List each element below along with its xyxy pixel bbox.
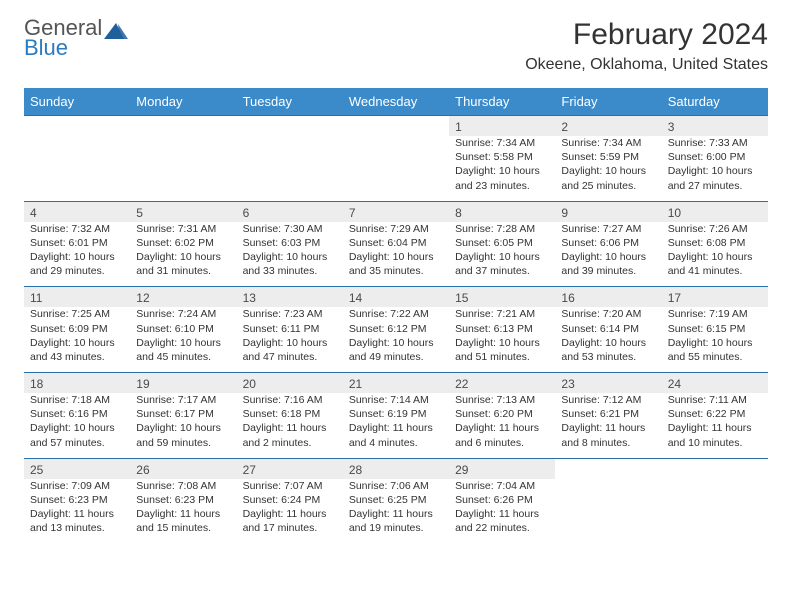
day-detail-cell <box>662 479 768 544</box>
day-number-cell: 9 <box>555 202 661 222</box>
day-detail-cell: Sunrise: 7:17 AMSunset: 6:17 PMDaylight:… <box>130 393 236 458</box>
day-number-row: 18192021222324 <box>24 373 768 393</box>
day-detail-cell: Sunrise: 7:20 AMSunset: 6:14 PMDaylight:… <box>555 307 661 372</box>
day-detail-cell <box>555 479 661 544</box>
day-detail-cell: Sunrise: 7:06 AMSunset: 6:25 PMDaylight:… <box>343 479 449 544</box>
day-detail-row: Sunrise: 7:32 AMSunset: 6:01 PMDaylight:… <box>24 222 768 287</box>
day-number-row: 2526272829 <box>24 459 768 479</box>
header: General Blue February 2024 Okeene, Oklah… <box>24 18 768 74</box>
day-number-cell: 8 <box>449 202 555 222</box>
day-number-cell: 16 <box>555 287 661 307</box>
day-detail-row: Sunrise: 7:25 AMSunset: 6:09 PMDaylight:… <box>24 307 768 372</box>
day-detail-row: Sunrise: 7:18 AMSunset: 6:16 PMDaylight:… <box>24 393 768 458</box>
day-detail-row: Sunrise: 7:34 AMSunset: 5:58 PMDaylight:… <box>24 136 768 201</box>
day-number-cell <box>662 459 768 479</box>
day-detail-cell: Sunrise: 7:31 AMSunset: 6:02 PMDaylight:… <box>130 222 236 287</box>
day-number-cell: 22 <box>449 373 555 393</box>
day-detail-cell <box>130 136 236 201</box>
day-detail-cell <box>24 136 130 201</box>
day-detail-row: Sunrise: 7:09 AMSunset: 6:23 PMDaylight:… <box>24 479 768 544</box>
day-number-cell: 19 <box>130 373 236 393</box>
day-detail-cell: Sunrise: 7:34 AMSunset: 5:58 PMDaylight:… <box>449 136 555 201</box>
day-number-cell <box>237 116 343 136</box>
day-detail-cell: Sunrise: 7:26 AMSunset: 6:08 PMDaylight:… <box>662 222 768 287</box>
day-detail-cell: Sunrise: 7:28 AMSunset: 6:05 PMDaylight:… <box>449 222 555 287</box>
weekday-header: Tuesday <box>237 88 343 115</box>
day-detail-cell <box>343 136 449 201</box>
day-detail-cell: Sunrise: 7:22 AMSunset: 6:12 PMDaylight:… <box>343 307 449 372</box>
day-detail-cell: Sunrise: 7:29 AMSunset: 6:04 PMDaylight:… <box>343 222 449 287</box>
day-number-cell: 3 <box>662 116 768 136</box>
day-detail-cell: Sunrise: 7:16 AMSunset: 6:18 PMDaylight:… <box>237 393 343 458</box>
day-detail-cell: Sunrise: 7:09 AMSunset: 6:23 PMDaylight:… <box>24 479 130 544</box>
day-number-row: 11121314151617 <box>24 287 768 307</box>
day-detail-cell: Sunrise: 7:04 AMSunset: 6:26 PMDaylight:… <box>449 479 555 544</box>
day-number-cell: 14 <box>343 287 449 307</box>
weekday-header: Friday <box>555 88 661 115</box>
weekday-header: Thursday <box>449 88 555 115</box>
day-number-cell <box>555 459 661 479</box>
logo-line2: Blue <box>24 35 68 60</box>
day-number-cell: 6 <box>237 202 343 222</box>
logo: General Blue <box>24 18 130 58</box>
day-detail-cell: Sunrise: 7:27 AMSunset: 6:06 PMDaylight:… <box>555 222 661 287</box>
day-number-cell: 24 <box>662 373 768 393</box>
day-detail-cell: Sunrise: 7:18 AMSunset: 6:16 PMDaylight:… <box>24 393 130 458</box>
day-detail-cell: Sunrise: 7:25 AMSunset: 6:09 PMDaylight:… <box>24 307 130 372</box>
calendar-page: General Blue February 2024 Okeene, Oklah… <box>0 0 792 561</box>
day-detail-cell: Sunrise: 7:08 AMSunset: 6:23 PMDaylight:… <box>130 479 236 544</box>
day-number-cell: 1 <box>449 116 555 136</box>
logo-text: General Blue <box>24 18 102 58</box>
day-detail-cell: Sunrise: 7:13 AMSunset: 6:20 PMDaylight:… <box>449 393 555 458</box>
day-number-cell: 28 <box>343 459 449 479</box>
day-number-cell: 15 <box>449 287 555 307</box>
day-number-cell: 10 <box>662 202 768 222</box>
day-number-cell: 25 <box>24 459 130 479</box>
day-number-cell <box>343 116 449 136</box>
day-number-cell: 17 <box>662 287 768 307</box>
day-number-cell <box>24 116 130 136</box>
calendar-table: SundayMondayTuesdayWednesdayThursdayFrid… <box>24 88 768 543</box>
day-number-cell: 27 <box>237 459 343 479</box>
day-detail-cell: Sunrise: 7:32 AMSunset: 6:01 PMDaylight:… <box>24 222 130 287</box>
title-block: February 2024 Okeene, Oklahoma, United S… <box>525 18 768 74</box>
day-detail-cell: Sunrise: 7:23 AMSunset: 6:11 PMDaylight:… <box>237 307 343 372</box>
day-detail-cell: Sunrise: 7:34 AMSunset: 5:59 PMDaylight:… <box>555 136 661 201</box>
logo-sail-icon <box>104 21 130 41</box>
day-detail-cell: Sunrise: 7:24 AMSunset: 6:10 PMDaylight:… <box>130 307 236 372</box>
day-detail-cell: Sunrise: 7:11 AMSunset: 6:22 PMDaylight:… <box>662 393 768 458</box>
day-detail-cell: Sunrise: 7:07 AMSunset: 6:24 PMDaylight:… <box>237 479 343 544</box>
weekday-header: Monday <box>130 88 236 115</box>
weekday-header: Sunday <box>24 88 130 115</box>
day-detail-cell: Sunrise: 7:21 AMSunset: 6:13 PMDaylight:… <box>449 307 555 372</box>
day-number-cell <box>130 116 236 136</box>
location: Okeene, Oklahoma, United States <box>525 56 768 74</box>
day-number-cell: 4 <box>24 202 130 222</box>
day-number-row: 45678910 <box>24 202 768 222</box>
day-number-cell: 29 <box>449 459 555 479</box>
day-detail-cell: Sunrise: 7:30 AMSunset: 6:03 PMDaylight:… <box>237 222 343 287</box>
day-detail-cell: Sunrise: 7:14 AMSunset: 6:19 PMDaylight:… <box>343 393 449 458</box>
day-number-cell: 18 <box>24 373 130 393</box>
day-number-cell: 11 <box>24 287 130 307</box>
day-number-cell: 7 <box>343 202 449 222</box>
day-number-cell: 21 <box>343 373 449 393</box>
day-number-cell: 13 <box>237 287 343 307</box>
day-number-row: 123 <box>24 116 768 136</box>
day-number-cell: 26 <box>130 459 236 479</box>
day-number-cell: 2 <box>555 116 661 136</box>
month-title: February 2024 <box>525 18 768 52</box>
day-detail-cell: Sunrise: 7:33 AMSunset: 6:00 PMDaylight:… <box>662 136 768 201</box>
day-number-cell: 20 <box>237 373 343 393</box>
day-number-cell: 5 <box>130 202 236 222</box>
day-detail-cell: Sunrise: 7:19 AMSunset: 6:15 PMDaylight:… <box>662 307 768 372</box>
day-number-cell: 12 <box>130 287 236 307</box>
weekday-header: Wednesday <box>343 88 449 115</box>
day-number-cell: 23 <box>555 373 661 393</box>
weekday-header: Saturday <box>662 88 768 115</box>
day-detail-cell <box>237 136 343 201</box>
weekday-header-row: SundayMondayTuesdayWednesdayThursdayFrid… <box>24 88 768 115</box>
day-detail-cell: Sunrise: 7:12 AMSunset: 6:21 PMDaylight:… <box>555 393 661 458</box>
